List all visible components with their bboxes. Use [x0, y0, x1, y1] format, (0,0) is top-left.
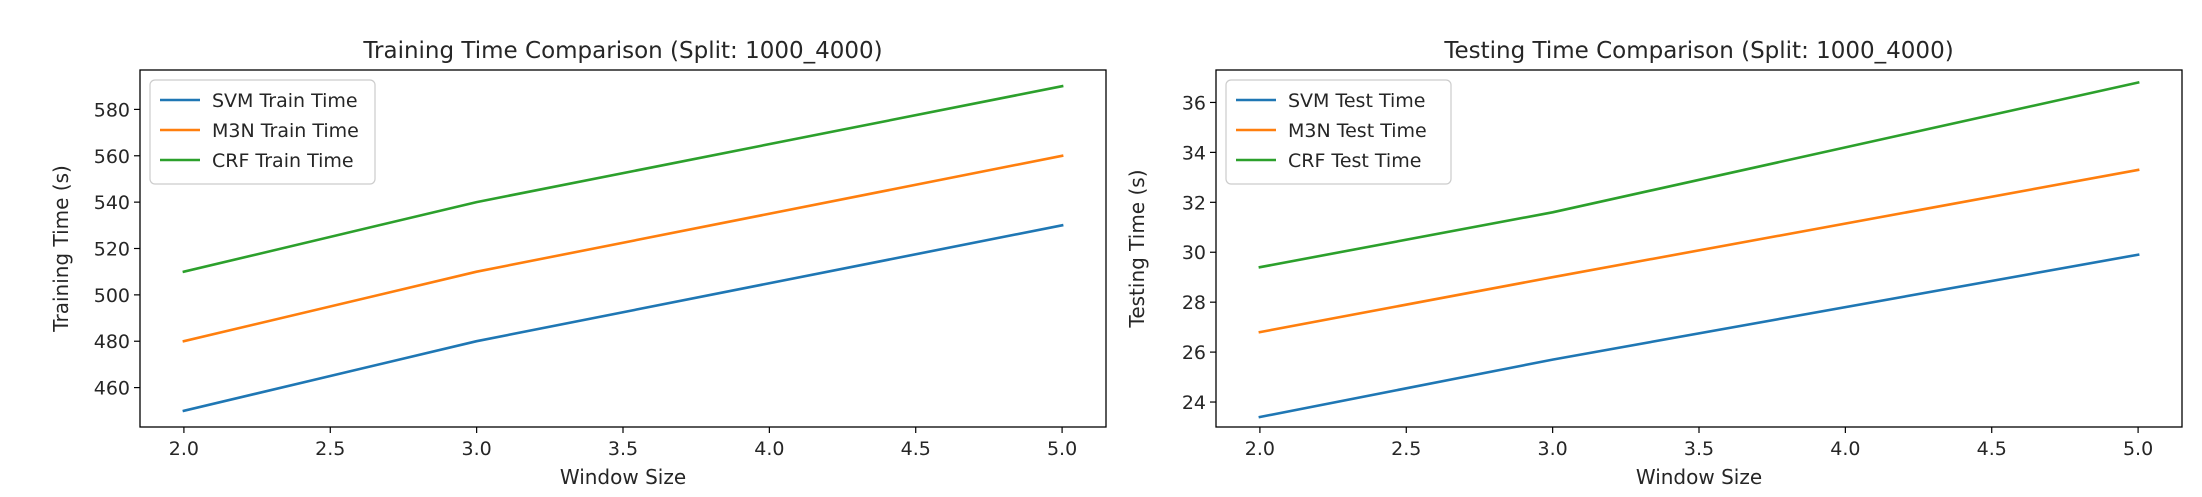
chart-0-title: Training Time Comparison (Split: 1000_40…: [362, 38, 882, 64]
chart-0-ytick-label-0: 460: [94, 378, 130, 400]
chart-0-ytick-label-6: 580: [94, 99, 130, 121]
chart-0-xtick-label-2: 3.0: [462, 438, 492, 460]
chart-1-xtick-label-4: 4.0: [1830, 438, 1860, 460]
chart-1-legend-box: [1225, 79, 1452, 185]
chart-0-series-1-line: [182, 154, 1064, 343]
chart-1-series-1-line: [1258, 168, 2140, 334]
chart-0: Training Time Comparison (Split: 1000_40…: [49, 38, 1107, 489]
chart-1-xtick-label-6: 5.0: [2123, 438, 2153, 460]
chart-1-series-0-line: [1258, 253, 2140, 419]
chart-0-ytick-label-5: 560: [94, 146, 130, 168]
chart-1-legend-label-1: M3N Test Time: [1288, 120, 1427, 142]
chart-1-xtick-label-3: 3.5: [1684, 438, 1714, 460]
chart-0-ytick-label-3: 520: [94, 239, 130, 261]
chart-1-xtick-label-2: 3.0: [1538, 438, 1568, 460]
chart-1-title: Testing Time Comparison (Split: 1000_400…: [1443, 38, 1953, 64]
chart-1-xtick-label-0: 2.0: [1245, 438, 1275, 460]
chart-1-ytick-label-1: 26: [1182, 342, 1206, 364]
chart-1-ytick-label-6: 36: [1182, 92, 1206, 114]
chart-0-xtick-label-4: 4.0: [754, 438, 784, 460]
chart-0-xtick-label-6: 5.0: [1047, 438, 1077, 460]
chart-0-xtick-label-1: 2.5: [315, 438, 345, 460]
chart-0-legend-label-2: CRF Train Time: [212, 150, 354, 172]
chart-1: Testing Time Comparison (Split: 1000_400…: [1125, 38, 2183, 489]
chart-0-legend-box: [149, 79, 376, 185]
chart-1-ytick-label-4: 32: [1182, 192, 1206, 214]
chart-0-xtick-label-5: 4.5: [901, 438, 931, 460]
chart-1-legend-label-2: CRF Test Time: [1288, 150, 1421, 172]
chart-0-xtick-label-0: 2.0: [169, 438, 199, 460]
chart-0-series-2-line: [182, 84, 1064, 274]
chart-0-legend: SVM Train Time M3N Train Time CRF Train Ti…: [149, 79, 376, 185]
chart-0-ytick-label-1: 480: [94, 331, 130, 353]
chart-0-series-0-line: [182, 223, 1064, 413]
chart-1-ytick-label-3: 30: [1182, 242, 1206, 264]
chart-0-ytick-label-4: 540: [94, 192, 130, 214]
chart-1-ytick-label-5: 34: [1182, 142, 1206, 164]
chart-1-series-2-line: [1258, 80, 2140, 269]
chart-1-legend: SVM Test Time M3N Test Time CRF Test Time: [1225, 79, 1452, 185]
chart-1-ytick-label-0: 24: [1182, 392, 1206, 414]
chart-1-ylabel: Testing Time (s): [1125, 170, 1149, 329]
chart-1-ytick-label-2: 28: [1182, 292, 1206, 314]
chart-1-legend-label-0: SVM Test Time: [1288, 90, 1425, 112]
chart-1-xtick-label-5: 4.5: [1977, 438, 2007, 460]
chart-0-ytick-label-2: 500: [94, 285, 130, 307]
chart-0-ylabel: Training Time (s): [49, 165, 73, 333]
chart-1-xtick-label-1: 2.5: [1391, 438, 1421, 460]
chart-0-xlabel: Window Size: [560, 465, 686, 489]
chart-1-xlabel: Window Size: [1636, 465, 1762, 489]
chart-0-legend-label-1: M3N Train Time: [212, 120, 359, 142]
chart-0-legend-label-0: SVM Train Time: [212, 90, 358, 112]
chart-0-xtick-label-3: 3.5: [608, 438, 638, 460]
